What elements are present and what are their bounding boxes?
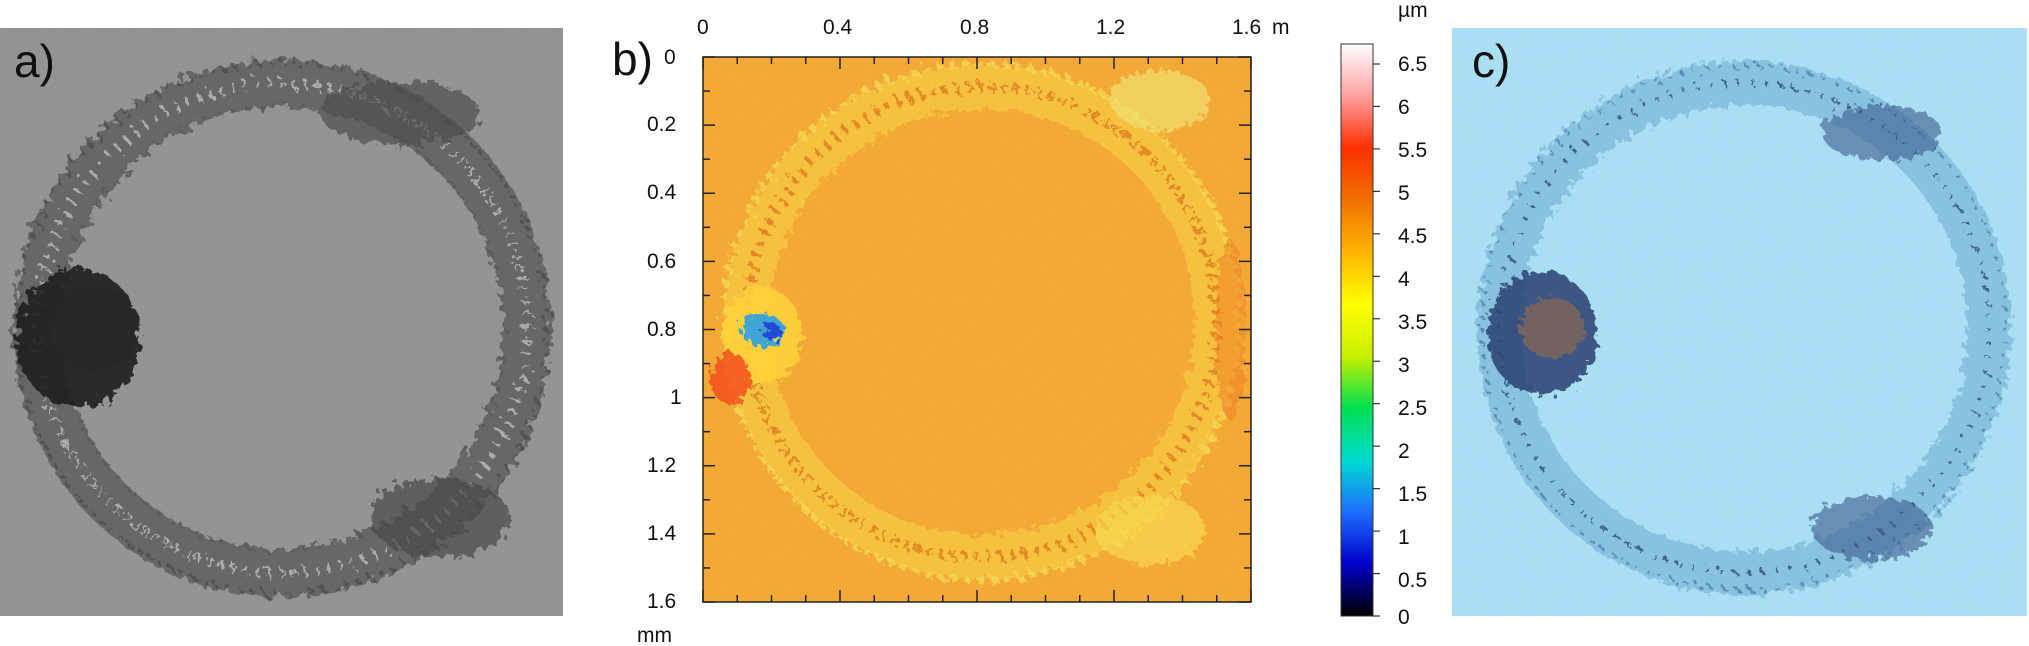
y-tick-label: 0.8 xyxy=(647,318,676,341)
colorbar-tick-label: 6 xyxy=(1398,96,1410,119)
y-tick-label: 0.4 xyxy=(647,181,677,204)
colorbar-tick-label: 1.5 xyxy=(1398,483,1427,506)
y-tick-label: 1 xyxy=(670,386,682,409)
x-tick-label: 1.6 xyxy=(1232,16,1261,39)
debris-cluster xyxy=(16,268,140,408)
y-tick-label: 1.2 xyxy=(647,454,676,477)
colorbar-tick-label: 2 xyxy=(1398,440,1410,463)
x-tick-label: 0.8 xyxy=(960,16,989,39)
y-axis-unit: mm xyxy=(637,624,672,646)
colorbar-tick-label: 5 xyxy=(1398,182,1410,205)
x-tick-label: 1.2 xyxy=(1096,16,1125,39)
colorbar-tick-label: 0 xyxy=(1398,606,1410,629)
colorbar-tick-label: 1 xyxy=(1398,526,1410,549)
colorbar-unit: µm xyxy=(1398,0,1428,22)
panel-label-b: b) xyxy=(612,33,653,85)
panel-label-a: a) xyxy=(14,35,55,87)
colorbar-tick-label: 6.5 xyxy=(1398,53,1427,76)
y-tick-label: 1.6 xyxy=(647,590,676,613)
colorbar-tick-label: 4 xyxy=(1398,268,1410,291)
colorbar-tick-label: 3.5 xyxy=(1398,311,1427,334)
panel-a-micrograph: a) xyxy=(0,28,563,616)
y-tick-label: 0.2 xyxy=(647,113,676,136)
colorbar-gradient xyxy=(1340,43,1374,617)
y-tick-label: 1.4 xyxy=(647,522,677,545)
colorbar-tick-label: 3 xyxy=(1398,354,1410,377)
colorbar-tick-label: 5.5 xyxy=(1398,139,1427,162)
colorbar-tick-label: 2.5 xyxy=(1398,397,1427,420)
colorbar: µm 6.5 6 5.5 5 4.5 4 3.5 3 2.5 2 1.5 1 0… xyxy=(1320,0,1440,646)
colorbar-tick-label: 4.5 xyxy=(1398,225,1427,248)
colorbar-svg: µm 6.5 6 5.5 5 4.5 4 3.5 3 2.5 2 1.5 1 0… xyxy=(1340,0,1428,629)
height-map-image xyxy=(703,57,1251,602)
grayscale-image xyxy=(0,28,563,616)
debris-cluster xyxy=(1487,105,1942,560)
panel-b-height-map: 0 0.4 0.8 1.2 1.6 mm 0 0.2 0.4 0.6 0.8 1… xyxy=(590,0,1290,646)
blue-image xyxy=(1452,28,2027,616)
y-tick-label: 0.6 xyxy=(647,250,676,273)
x-tick-label: 0 xyxy=(697,16,709,39)
colorbar-tick-label: 0.5 xyxy=(1398,569,1427,592)
y-tick-label: 0 xyxy=(664,46,676,69)
panel-c-micrograph: c) xyxy=(1452,28,2027,616)
x-axis-unit: mm xyxy=(1272,16,1290,39)
panel-label-c: c) xyxy=(1472,35,1511,87)
x-tick-label: 0.4 xyxy=(823,16,853,39)
height-map-plot: 0 0.4 0.8 1.2 1.6 mm 0 0.2 0.4 0.6 0.8 1… xyxy=(637,16,1290,646)
